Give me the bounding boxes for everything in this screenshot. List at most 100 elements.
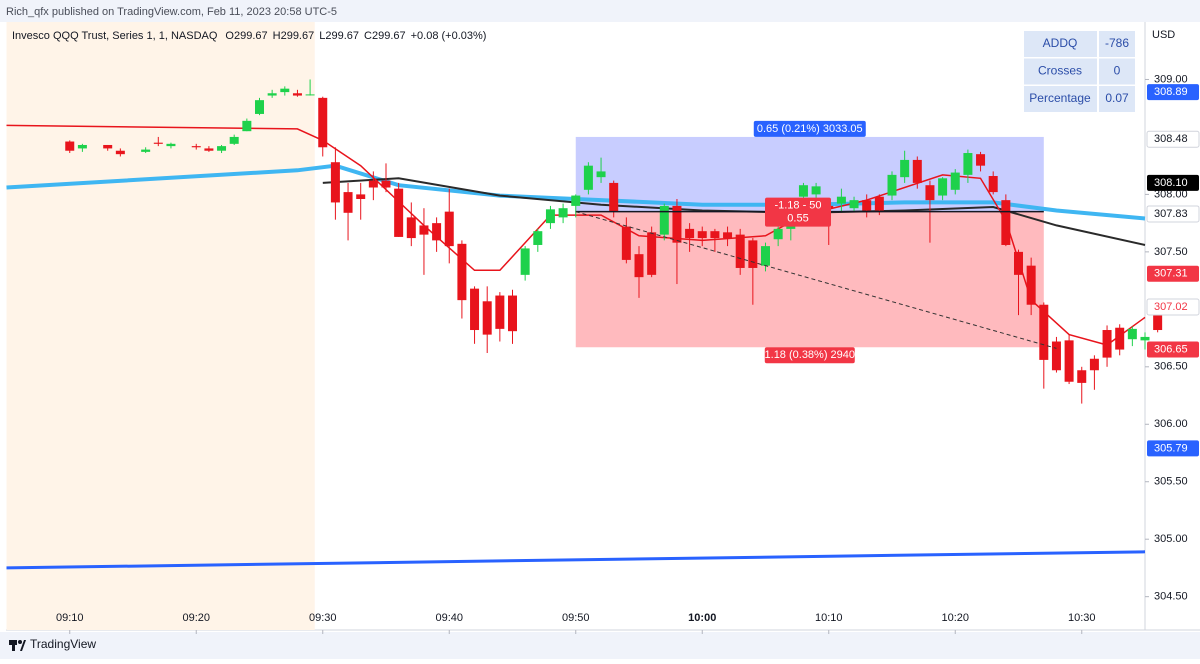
candle-body bbox=[343, 192, 353, 213]
candle-body bbox=[217, 146, 227, 151]
y-tick-label: 306.50 bbox=[1154, 361, 1188, 373]
candle-body bbox=[558, 208, 568, 218]
candle-body bbox=[242, 120, 252, 132]
table-cell bbox=[1024, 86, 1097, 112]
candle-body bbox=[280, 88, 290, 93]
overlay: 0.65 (0.21%) 3033.05 1.18 (0.38%) 2940 -1.… bbox=[12, 30, 1200, 457]
table-cell bbox=[1099, 86, 1135, 112]
price-label: 308.10 bbox=[1154, 177, 1188, 189]
target-label-bg bbox=[753, 120, 866, 137]
candle-body bbox=[406, 217, 416, 239]
price-label-bg bbox=[1147, 174, 1199, 191]
x-tick-label: 10:30 bbox=[1068, 612, 1096, 624]
stop-label-bg bbox=[764, 347, 855, 364]
candle-body bbox=[508, 295, 517, 332]
price-label-bg bbox=[1147, 265, 1199, 282]
x-tick-label: 09:30 bbox=[309, 612, 337, 624]
candle-body bbox=[166, 143, 176, 147]
ohlc-key: C bbox=[364, 30, 372, 42]
candle-body bbox=[1140, 336, 1150, 341]
table-value: -786 bbox=[1105, 36, 1129, 50]
table-cell bbox=[1099, 58, 1135, 85]
x-tick-label: 10:00 bbox=[688, 612, 716, 624]
table-label: ADDQ bbox=[1043, 36, 1078, 50]
candle-body bbox=[748, 240, 758, 268]
trail-line bbox=[575, 211, 1057, 349]
candle-body bbox=[938, 178, 948, 196]
pnl-label-bg bbox=[765, 197, 831, 227]
candle-body bbox=[545, 209, 555, 224]
candle-body bbox=[318, 97, 328, 148]
candle-body bbox=[1089, 358, 1099, 371]
candle-body bbox=[609, 182, 619, 212]
price-label: 307.02 bbox=[1154, 301, 1188, 313]
candle-body bbox=[292, 93, 302, 96]
candle-body bbox=[141, 149, 151, 152]
footer-brand: TradingView bbox=[30, 637, 96, 651]
candle-body bbox=[1102, 330, 1112, 358]
candle-body bbox=[482, 301, 492, 335]
candle-body bbox=[1026, 265, 1036, 305]
candle-body bbox=[571, 195, 581, 206]
price-label: 305.79 bbox=[1154, 442, 1188, 454]
candle-body bbox=[115, 150, 125, 155]
candle-body bbox=[432, 223, 442, 241]
candle-body bbox=[697, 231, 707, 239]
candle-body bbox=[267, 93, 277, 96]
candle-body bbox=[1051, 341, 1061, 371]
ohlc-key: O bbox=[225, 30, 234, 42]
plot-area: 309.00 308.00 307.50 306.50 306.00 305.50 305.… bbox=[6, 22, 1188, 634]
table-value: 0.07 bbox=[1105, 91, 1129, 105]
candle-body bbox=[976, 154, 986, 166]
y-tick-label: 305.50 bbox=[1154, 476, 1188, 488]
candle-body bbox=[710, 231, 720, 239]
candle-body bbox=[659, 205, 669, 235]
table-label: Crosses bbox=[1038, 64, 1082, 78]
y-tick-label: 308.00 bbox=[1154, 188, 1188, 200]
change-value: +0.08 (+0.03%) bbox=[411, 30, 487, 42]
candle-body bbox=[1153, 311, 1163, 331]
candle-body bbox=[798, 185, 808, 197]
candle-body bbox=[444, 211, 454, 247]
table-label: Percentage bbox=[1029, 91, 1091, 105]
candle-body bbox=[988, 176, 998, 193]
candle-body bbox=[394, 188, 404, 237]
candle-body bbox=[1064, 340, 1074, 382]
x-tick-label: 10:10 bbox=[815, 612, 843, 624]
table-cell bbox=[1024, 58, 1097, 85]
candle-body bbox=[1077, 370, 1087, 383]
table-cell bbox=[1024, 31, 1097, 57]
candle-body bbox=[950, 172, 960, 190]
y-tick-label: 309.00 bbox=[1154, 73, 1188, 85]
candle-body bbox=[520, 248, 530, 275]
candle-body bbox=[368, 180, 378, 188]
candle-body bbox=[1127, 328, 1137, 340]
candle-body bbox=[153, 142, 163, 144]
candle-body bbox=[495, 295, 505, 329]
candle-body bbox=[381, 180, 391, 188]
candle-body bbox=[229, 136, 239, 144]
ohlc-value: 299.67 bbox=[325, 30, 359, 42]
price-label-bg bbox=[1147, 341, 1199, 358]
candle-body bbox=[862, 200, 872, 211]
price-label: 307.31 bbox=[1154, 268, 1188, 280]
candle-body bbox=[596, 171, 606, 178]
logo-part bbox=[20, 640, 26, 651]
candle-body bbox=[1001, 200, 1011, 245]
price-label: 308.89 bbox=[1154, 86, 1188, 98]
candle-body bbox=[811, 186, 821, 195]
candle-body bbox=[1014, 251, 1023, 275]
x-tick-label: 09:40 bbox=[435, 612, 463, 624]
candle-body bbox=[685, 228, 695, 239]
top-bar bbox=[0, 0, 1200, 22]
pnl-label: 0.55 bbox=[787, 213, 808, 225]
candle-body bbox=[887, 174, 897, 196]
table-value: 0 bbox=[1114, 64, 1121, 78]
candle-body bbox=[874, 196, 884, 211]
ohlc-value: 299.67 bbox=[234, 30, 268, 42]
price-label: 307.83 bbox=[1154, 208, 1188, 220]
footer-logo bbox=[9, 640, 26, 651]
candle-body bbox=[621, 226, 631, 260]
candle-body bbox=[330, 162, 340, 203]
